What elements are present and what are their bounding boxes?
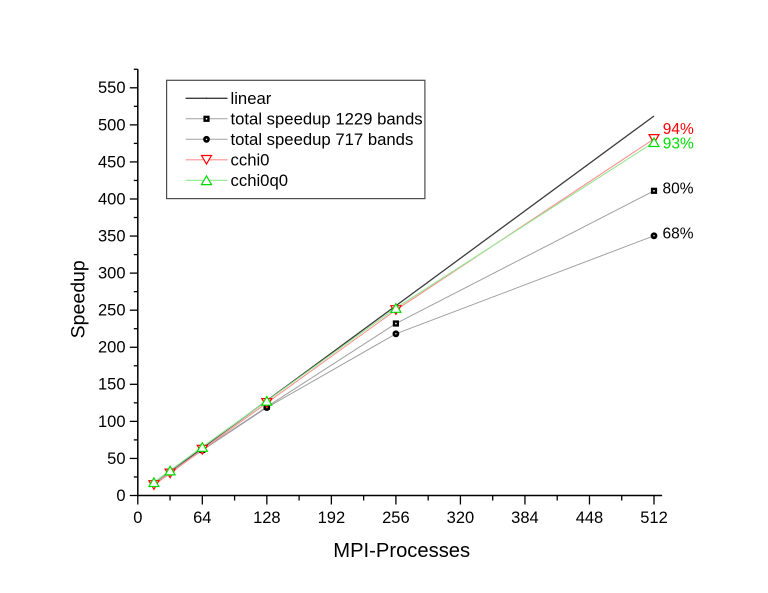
svg-text:80%: 80% bbox=[663, 181, 694, 198]
svg-text:128: 128 bbox=[253, 509, 281, 527]
svg-text:MPI-Processes: MPI-Processes bbox=[333, 540, 470, 562]
svg-text:200: 200 bbox=[98, 339, 126, 357]
svg-text:total speedup 1229 bands: total speedup 1229 bands bbox=[231, 109, 423, 128]
svg-text:350: 350 bbox=[98, 227, 126, 245]
svg-text:93%: 93% bbox=[663, 136, 694, 153]
svg-text:512: 512 bbox=[640, 509, 668, 527]
svg-text:0: 0 bbox=[133, 509, 142, 527]
svg-text:256: 256 bbox=[382, 509, 410, 527]
svg-text:500: 500 bbox=[98, 116, 126, 134]
svg-text:cchi0: cchi0 bbox=[231, 150, 270, 169]
svg-text:300: 300 bbox=[98, 265, 126, 283]
svg-text:Speedup: Speedup bbox=[68, 260, 90, 338]
svg-text:total speedup 717 bands: total speedup 717 bands bbox=[231, 130, 414, 149]
svg-text:450: 450 bbox=[98, 153, 126, 171]
svg-text:cchi0q0: cchi0q0 bbox=[231, 171, 289, 190]
svg-text:68%: 68% bbox=[663, 225, 694, 242]
svg-text:150: 150 bbox=[98, 376, 126, 394]
svg-text:192: 192 bbox=[318, 509, 346, 527]
svg-text:0: 0 bbox=[116, 487, 125, 505]
svg-text:100: 100 bbox=[98, 413, 126, 431]
svg-text:94%: 94% bbox=[663, 121, 694, 138]
svg-text:448: 448 bbox=[576, 509, 604, 527]
svg-text:linear: linear bbox=[231, 89, 272, 108]
svg-text:550: 550 bbox=[98, 79, 126, 97]
svg-text:400: 400 bbox=[98, 190, 126, 208]
svg-text:64: 64 bbox=[193, 509, 211, 527]
svg-text:384: 384 bbox=[511, 509, 539, 527]
svg-text:320: 320 bbox=[447, 509, 475, 527]
svg-text:250: 250 bbox=[98, 302, 126, 320]
svg-text:50: 50 bbox=[107, 450, 125, 468]
